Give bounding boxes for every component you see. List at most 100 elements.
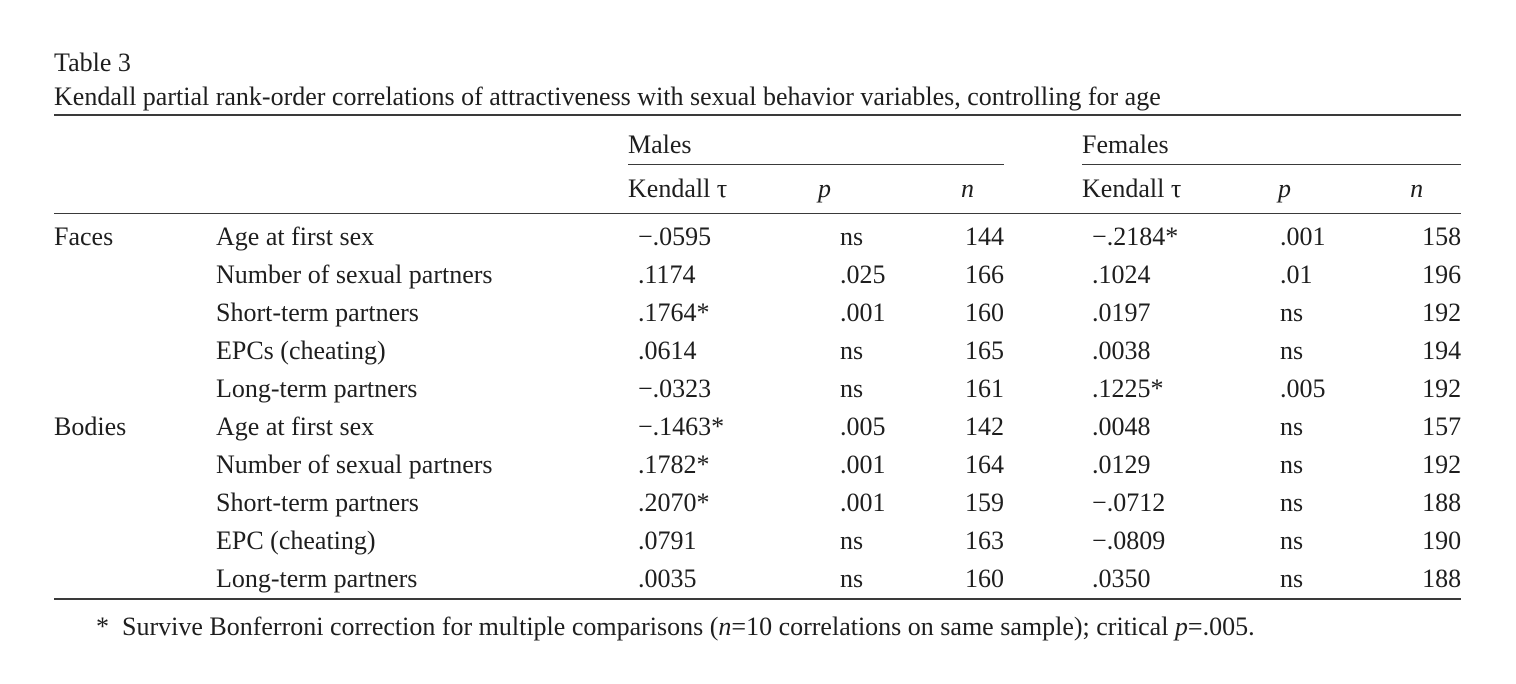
table-row: Number of sexual partners .1782* .001 164 .0…: [54, 446, 1461, 484]
cell-males-n: 160: [965, 298, 1005, 327]
cell-males-n: 165: [965, 336, 1005, 365]
cell-variable: Short-term partners: [216, 298, 419, 327]
cell-females-p: .01: [1280, 260, 1313, 289]
cell-females-n: 188: [1422, 488, 1462, 517]
cell-males-p: ns: [778, 560, 918, 600]
top-rule: [54, 114, 1461, 116]
group-header-males: Males: [628, 116, 1005, 165]
cell-females-tau: .1024: [1092, 260, 1151, 289]
column-gap: [1004, 484, 1082, 522]
cell-females-n: 192: [1422, 374, 1462, 403]
cell-males-n: 160: [918, 560, 1005, 600]
cell-variable: Long-term partners: [216, 560, 628, 600]
cell-males-tau: .1764*: [638, 298, 710, 327]
table-row: EPC (cheating) .0791 ns 163 −.0809 ns 190: [54, 522, 1461, 560]
section-label-empty: [54, 294, 216, 332]
cell-males-tau: .2070*: [638, 488, 710, 517]
cell-males-p: .005: [840, 412, 886, 441]
cell-females-n: 194: [1422, 336, 1462, 365]
footnote-p-var: p: [1174, 612, 1188, 641]
cell-males-n: 163: [965, 526, 1005, 555]
cell-males-tau: .1174: [638, 260, 696, 289]
cell-females-n: 192: [1422, 298, 1462, 327]
cell-females-tau: .0129: [1092, 450, 1151, 479]
cell-males-p: ns: [840, 336, 864, 365]
cell-males-tau: −.0323: [638, 374, 712, 403]
col-header-males-tau: Kendall τ: [628, 164, 778, 214]
cell-males-p: ns: [840, 526, 864, 555]
column-gap: [1004, 214, 1082, 257]
footnote-text-3: =.005.: [1187, 612, 1255, 641]
table-footnote: * Survive Bonferroni correction for mult…: [96, 610, 1461, 644]
cell-males-p: .001: [840, 488, 886, 517]
cell-males-p: ns: [840, 374, 864, 403]
section-label-empty: [54, 332, 216, 370]
cell-females-p: .005: [1280, 374, 1326, 403]
cell-variable: Short-term partners: [216, 488, 419, 517]
cell-males-tau: .0614: [638, 336, 697, 365]
column-gap: [1004, 294, 1082, 332]
table-row: Bodies Age at first sex −.1463* .005 142 .004…: [54, 408, 1461, 446]
cell-variable: Age at first sex: [216, 222, 375, 251]
section-label-empty: [54, 256, 216, 294]
footnote-marker: *: [96, 612, 109, 641]
cell-variable: Number of sexual partners: [216, 260, 493, 289]
cell-variable: Number of sexual partners: [216, 450, 493, 479]
section-label-empty: [54, 370, 216, 408]
cell-females-p: ns: [1280, 488, 1304, 517]
cell-males-n: 142: [965, 412, 1005, 441]
cell-females-n: 190: [1422, 526, 1462, 555]
column-gap: [1004, 408, 1082, 446]
column-gap: [1004, 522, 1082, 560]
table-row: Short-term partners .1764* .001 160 .0197 ns 1…: [54, 294, 1461, 332]
col-header-females-n: n: [1362, 164, 1462, 214]
column-gap: [1004, 446, 1082, 484]
table-row: Faces Age at first sex −.0595 ns 144 −.2184*.…: [54, 214, 1461, 257]
table-row: Long-term partners −.0323 ns 161 .1225* .005 1…: [54, 370, 1461, 408]
cell-females-n: 192: [1422, 450, 1462, 479]
cell-variable: EPCs (cheating): [216, 336, 386, 365]
cell-females-n: 157: [1422, 412, 1462, 441]
cell-males-tau: −.0595: [638, 222, 712, 251]
col-header-males-p: p: [778, 164, 918, 214]
section-label-empty: [54, 560, 216, 600]
table-row: EPCs (cheating) .0614 ns 165 .0038 ns 194: [54, 332, 1461, 370]
section-label-empty: [54, 484, 216, 522]
column-gap: [1004, 332, 1082, 370]
col-header-females-p: p: [1202, 164, 1363, 214]
cell-males-p: .001: [840, 298, 886, 327]
table-row: Short-term partners .2070* .001 159 −.0712 ns…: [54, 484, 1461, 522]
column-gap: [1004, 560, 1083, 600]
footnote-n-var: n: [718, 612, 732, 641]
section-label: Bodies: [54, 412, 127, 441]
cell-females-tau: .0038: [1092, 336, 1151, 365]
cell-females-tau: −.2184*: [1092, 222, 1179, 251]
cell-variable: Age at first sex: [216, 412, 375, 441]
cell-females-p: .001: [1280, 222, 1326, 251]
section-label-empty: [54, 522, 216, 560]
cell-males-tau: .0791: [638, 526, 697, 555]
cell-males-p: .001: [840, 450, 886, 479]
cell-females-p: ns: [1280, 336, 1304, 365]
cell-males-tau: .1782*: [638, 450, 710, 479]
group-header-females: Females: [1082, 116, 1462, 165]
cell-males-n: 144: [965, 222, 1005, 251]
table-label: Table 3: [54, 48, 131, 77]
cell-females-tau: .1225*: [1092, 374, 1164, 403]
cell-females-n: 158: [1422, 222, 1462, 251]
cell-females-tau: −.0712: [1092, 488, 1166, 517]
section-label-empty: [54, 446, 216, 484]
cell-variable: Long-term partners: [216, 374, 418, 403]
footnote-text-1: Survive Bonferroni correction for multip…: [122, 612, 719, 641]
cell-females-p: ns: [1280, 412, 1304, 441]
cell-females-n: 196: [1422, 260, 1462, 289]
cell-males-tau: −.1463*: [638, 412, 725, 441]
cell-males-n: 166: [965, 260, 1005, 289]
cell-males-p: .025: [840, 260, 886, 289]
footnote-text-2: =10 correlations on same sample); critic…: [731, 612, 1175, 641]
col-header-females-tau: Kendall τ: [1082, 164, 1203, 214]
table-row: Number of sexual partners .1174 .025 166 .10…: [54, 256, 1461, 294]
cell-males-p: ns: [840, 222, 864, 251]
cell-females-p: ns: [1202, 560, 1363, 600]
cell-females-n: 188: [1362, 560, 1462, 600]
